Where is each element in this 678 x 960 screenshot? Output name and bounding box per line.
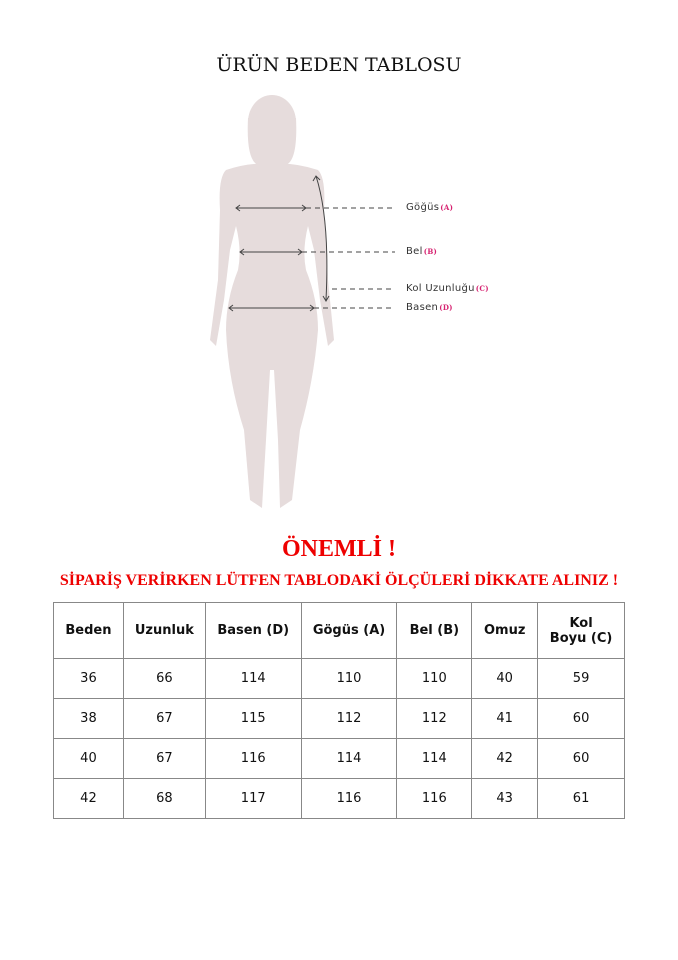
table-cell: 60 — [537, 738, 625, 779]
table-cell: 112 — [300, 698, 398, 739]
table-cell: 40 — [471, 658, 539, 699]
table-cell: 114 — [204, 658, 302, 699]
important-heading: ÖNEMLİ ! — [282, 536, 396, 562]
column-header: Omuz — [471, 602, 539, 659]
table-cell: 43 — [471, 778, 539, 819]
table-cell: 42 — [471, 738, 539, 779]
label-kol-uzunlugu: Kol Uzunluğu(C) — [406, 283, 489, 294]
table-cell: 110 — [300, 658, 398, 699]
table-cell: 117 — [204, 778, 302, 819]
table-cell: 110 — [396, 658, 473, 699]
table-cell: 114 — [396, 738, 473, 779]
table-cell: 115 — [204, 698, 302, 739]
column-header: Beden — [53, 602, 124, 659]
table-row: 36 66 114 110 110 40 59 — [53, 658, 625, 699]
table-cell: 66 — [122, 658, 206, 699]
label-text: Basen — [406, 302, 439, 313]
column-header: Uzunluk — [122, 602, 206, 659]
table-row: 40 67 116 114 114 42 60 — [53, 738, 625, 779]
table-cell: 41 — [471, 698, 539, 739]
size-table: Beden Uzunluk Basen (D) Gögüs (A) Bel (B) Omu… — [53, 602, 625, 819]
table-cell: 114 — [300, 738, 398, 779]
table-cell: 67 — [122, 698, 206, 739]
column-header: Basen (D) — [204, 602, 302, 659]
table-cell: 68 — [122, 778, 206, 819]
table-cell: 60 — [537, 698, 625, 739]
page-title: ÜRÜN BEDEN TABLOSU — [216, 54, 462, 76]
table-cell: 36 — [53, 658, 124, 699]
table-cell: 61 — [537, 778, 625, 819]
column-header: Kol Boyu (C) — [537, 602, 625, 659]
table-cell: 42 — [53, 778, 124, 819]
table-cell: 116 — [204, 738, 302, 779]
label-code: (B) — [423, 247, 438, 256]
silhouette — [210, 95, 334, 508]
measurement-lines — [228, 175, 395, 312]
label-gogus: Göğüs(A) — [406, 202, 453, 213]
label-text: Kol Uzunluğu — [406, 283, 475, 294]
table-header-row: Beden Uzunluk Basen (D) Gögüs (A) Bel (B) Omu… — [53, 602, 625, 659]
table-row: 42 68 117 116 116 43 61 — [53, 778, 625, 819]
table-cell: 67 — [122, 738, 206, 779]
table-cell: 116 — [300, 778, 398, 819]
table-cell: 40 — [53, 738, 124, 779]
label-code: (D) — [439, 303, 453, 312]
label-bel: Bel(B) — [406, 246, 437, 257]
column-header: Gögüs (A) — [300, 602, 398, 659]
warning-text: SİPARİŞ VERİRKEN LÜTFEN TABLODAKİ ÖLÇÜLE… — [59, 572, 619, 589]
table-cell: 112 — [396, 698, 473, 739]
table-cell: 38 — [53, 698, 124, 739]
label-code: (C) — [475, 284, 489, 293]
body-silhouette-diagram — [210, 95, 395, 508]
table-cell: 116 — [396, 778, 473, 819]
table-cell: 59 — [537, 658, 625, 699]
label-code: (A) — [440, 203, 454, 212]
label-text: Göğüs — [406, 202, 440, 213]
label-basen: Basen(D) — [406, 302, 453, 313]
label-text: Bel — [406, 246, 423, 257]
table-row: 38 67 115 112 112 41 60 — [53, 698, 625, 739]
column-header: Bel (B) — [396, 602, 473, 659]
